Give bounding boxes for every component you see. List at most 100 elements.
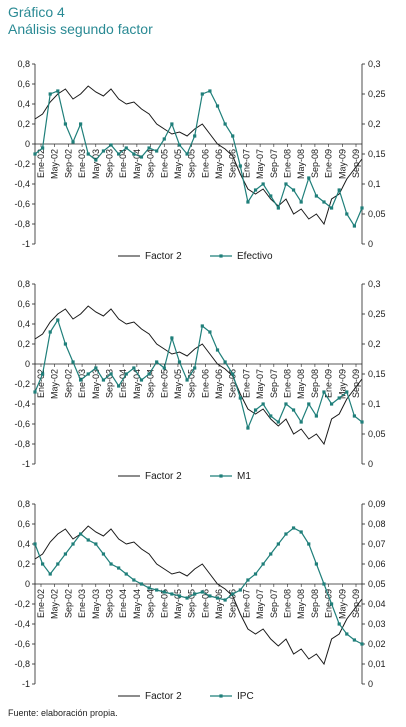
left-tick-label: -0,2	[14, 599, 30, 609]
legend-label-secondary: M1	[237, 471, 251, 482]
data-point	[200, 590, 204, 594]
x-tick-label: May-08	[296, 369, 306, 399]
x-tick-label: Ene-05	[159, 149, 169, 178]
data-point	[94, 158, 98, 162]
left-tick-label: 0,8	[17, 499, 30, 509]
series-line-factor-2	[34, 525, 363, 666]
x-tick-label: Ene-04	[118, 589, 128, 618]
x-tick-label: May-02	[50, 589, 60, 619]
data-point	[307, 402, 311, 406]
left-tick-label: -0,2	[14, 159, 30, 169]
x-tick-label: Sep-05	[187, 589, 197, 618]
x-tick-label: May-03	[91, 589, 101, 619]
data-point	[253, 408, 258, 412]
x-tick-label: Ene-07	[241, 589, 251, 618]
data-point	[33, 390, 37, 394]
data-point	[94, 542, 98, 546]
right-tick-label: 0,2	[368, 339, 381, 349]
data-point	[139, 155, 144, 159]
data-point	[223, 360, 227, 364]
data-point	[177, 360, 182, 364]
x-tick-label: Ene-06	[200, 369, 210, 398]
left-tick-label: 0,6	[17, 299, 30, 309]
right-tick-label: 0	[368, 679, 373, 689]
data-point	[329, 402, 334, 406]
x-tick-label: Sep-09	[351, 149, 361, 178]
x-tick-label: Sep-05	[187, 369, 197, 398]
data-point	[208, 89, 212, 93]
x-tick-label: Ene-05	[159, 369, 169, 398]
chart-m1: -1 -0,8 -0,6 -0,4 -0,2 0 0,2 0,4 0,6 0,8 0 0,05 0,1 0…	[14, 279, 385, 482]
data-point	[215, 348, 220, 352]
data-point	[261, 182, 265, 186]
right-tick-label: 0,03	[368, 619, 386, 629]
x-tick-label: Sep-04	[146, 149, 156, 178]
right-tick-label: 0,3	[368, 59, 381, 69]
x-tick-label: Sep-04	[146, 589, 156, 618]
x-tick-label: Ene-02	[36, 589, 46, 618]
x-tick-label: May-03	[91, 369, 101, 399]
data-point	[86, 372, 90, 376]
legend-marker-secondary	[219, 254, 223, 258]
data-point	[132, 578, 136, 582]
data-point	[314, 194, 318, 198]
x-tick-label: May-04	[132, 149, 142, 179]
x-tick-label: Ene-08	[283, 589, 293, 618]
data-point	[71, 360, 75, 364]
x-tick-label: Ene-07	[241, 369, 251, 398]
x-tick-label: Sep-06	[228, 149, 238, 178]
data-point	[360, 642, 364, 646]
x-tick-label: Ene-07	[241, 149, 251, 178]
data-point	[223, 122, 227, 126]
data-point	[79, 122, 83, 126]
x-tick-label: Sep-02	[63, 589, 73, 618]
x-tick-label: Sep-02	[63, 369, 73, 398]
figure-title: Análisis segundo factor	[8, 21, 153, 37]
data-point	[71, 542, 75, 546]
left-tick-label: 0,2	[17, 339, 30, 349]
left-tick-label: 0,2	[17, 119, 30, 129]
left-tick-label: -0,2	[14, 379, 30, 389]
legend-label-factor-2: Factor 2	[145, 471, 182, 482]
x-tick-label: May-06	[214, 369, 224, 399]
data-point	[177, 594, 182, 598]
x-tick-label: Ene-06	[200, 149, 210, 178]
data-point	[360, 206, 364, 210]
x-tick-label: Sep-07	[269, 369, 279, 398]
left-tick-label: -1	[22, 679, 30, 689]
data-point	[124, 572, 128, 576]
x-tick-label: Ene-03	[77, 589, 87, 618]
data-point	[63, 552, 68, 556]
data-point	[337, 622, 341, 626]
x-tick-label: Ene-09	[324, 149, 334, 178]
data-point	[139, 582, 144, 586]
data-point	[33, 152, 37, 156]
right-tick-label: 0,1	[368, 399, 381, 409]
data-point	[124, 146, 128, 150]
data-point	[314, 414, 318, 418]
x-tick-label: Sep-03	[104, 589, 114, 618]
x-tick-label: Sep-07	[269, 149, 279, 178]
data-point	[56, 318, 60, 322]
x-tick-label: May-09	[337, 149, 347, 179]
x-tick-label: May-02	[50, 149, 60, 179]
right-tick-label: 0,07	[368, 539, 386, 549]
data-point	[117, 152, 121, 156]
data-point	[94, 366, 98, 370]
left-tick-label: -0,6	[14, 639, 30, 649]
data-point	[238, 588, 242, 592]
x-tick-label: May-09	[337, 369, 347, 399]
left-tick-label: -0,6	[14, 199, 30, 209]
right-tick-label: 0,04	[368, 599, 386, 609]
x-tick-label: May-08	[296, 589, 306, 619]
data-point	[63, 342, 68, 346]
data-point	[284, 182, 288, 186]
chart-ipc: -1 -0,8 -0,6 -0,4 -0,2 0 0,2 0,4 0,6 0,8 0 0,01 0,02…	[14, 499, 386, 702]
data-point	[193, 592, 197, 596]
data-point	[246, 578, 250, 582]
data-point	[360, 420, 364, 424]
data-point	[147, 586, 151, 590]
data-point	[261, 402, 265, 406]
x-tick-label: Sep-06	[228, 589, 238, 618]
data-point	[337, 188, 341, 192]
